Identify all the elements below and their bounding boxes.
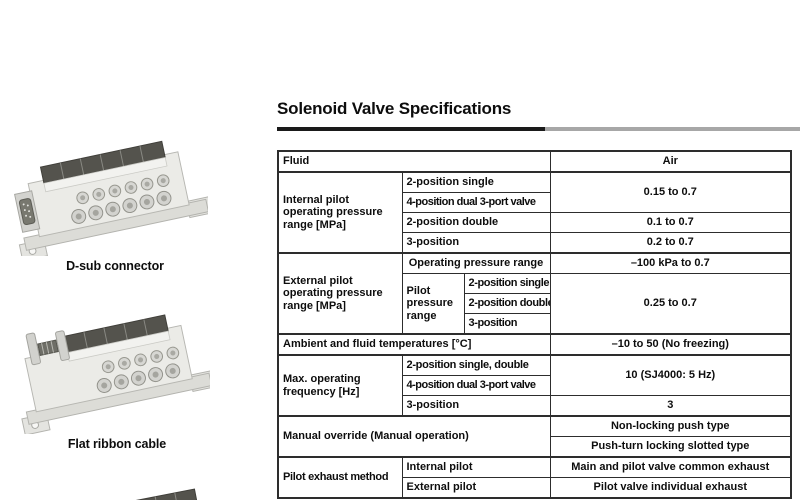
internal-3pos-value: 0.2 to 0.7 <box>549 232 792 254</box>
row-manual-override-1: Manual override (Manual operation) Non-l… <box>277 415 792 458</box>
internal-double-value: 0.1 to 0.7 <box>549 212 792 233</box>
row-maxfreq-3pos: 3-position 3 <box>278 395 792 417</box>
internal-2pos-double-label: 2-position double <box>401 212 551 233</box>
row-internal-single: Internal pilot operating pressure range … <box>277 171 792 254</box>
product-label-ribbon: Flat ribbon cable <box>67 437 167 451</box>
fluid-value: Air <box>549 150 792 173</box>
row-fluid: Fluid Air <box>277 150 792 173</box>
pilot-exhaust-external-label: External pilot <box>401 477 551 499</box>
row-external-pilot-double: 2-position double <box>278 293 791 314</box>
ambient-value: –10 to 50 (No freezing) <box>549 333 792 356</box>
ambient-label: Ambient and fluid temperatures [°C] <box>277 333 551 356</box>
external-pilot-label: External pilot operating pressure range … <box>277 252 403 335</box>
internal-pilot-label: Internal pilot operating pressure range … <box>277 171 403 254</box>
product-figure-ribbon: Flat ribbon cable <box>14 294 220 451</box>
fluid-label: Fluid <box>277 150 551 173</box>
product-figure-dsub: D-sub connector <box>12 132 218 273</box>
internal-4pos-dual-label: 4-position dual 3-port valve <box>401 192 551 213</box>
external-operating-range-label: Operating pressure range <box>401 252 551 274</box>
page-title: Solenoid Valve Specifications <box>277 99 512 118</box>
internal-3pos-label: 3-position <box>401 232 551 254</box>
solenoid-valve-specs-table: Fluid Air Internal pilot operating press… <box>277 150 793 499</box>
external-2pos-double-label: 2-position double <box>463 293 551 314</box>
heading-rule <box>277 127 800 131</box>
maxfreq-3pos-label: 3-position <box>401 395 551 417</box>
product-label-dsub: D-sub connector <box>66 259 164 273</box>
d-sub-manifold-image <box>14 140 208 256</box>
manual-override-value-1: Non-locking push type <box>549 415 792 437</box>
row-pilot-exhaust-external: External pilot Pilot valve individual ex… <box>278 477 792 499</box>
row-internal-3pos: 3-position 0.2 to 0.7 <box>278 232 792 254</box>
row-internal-double: 2-position double 0.1 to 0.7 <box>278 212 792 233</box>
external-operating-range-value: –100 kPa to 0.7 <box>549 252 792 274</box>
maxfreq-3pos-value: 3 <box>549 395 792 417</box>
maxfreq-single-dual-value: 10 (SJ4000: 5 Hz) <box>549 354 792 396</box>
partial-manifold-image <box>95 488 198 500</box>
manual-override-label: Manual override (Manual operation) <box>277 415 551 458</box>
maxfreq-4pos-dual-label: 4-position dual 3-port valve <box>401 375 551 396</box>
internal-2pos-single-label: 2-position single <box>401 171 551 193</box>
internal-single-dual-value: 0.15 to 0.7 <box>549 171 792 213</box>
row-external-operating: External pilot operating pressure range … <box>277 252 792 335</box>
flat-ribbon-manifold-image <box>21 314 210 434</box>
section-heading: Solenoid Valve Specifications <box>277 99 800 119</box>
row-maxfreq-single-double: Max. operating frequency [Hz] 2-position… <box>277 354 792 417</box>
heading-rule-black <box>277 127 545 131</box>
row-maxfreq-dual: 4-position dual 3-port valve <box>278 375 791 396</box>
pilot-exhaust-internal-label: Internal pilot <box>401 456 551 478</box>
heading-rule-gray <box>545 127 800 131</box>
external-3pos-label: 3-position <box>463 313 551 335</box>
pilot-exhaust-external-value: Pilot valve individual exhaust <box>549 477 792 499</box>
row-pilot-exhaust-internal: Pilot exhaust method Internal pilot Main… <box>277 456 792 499</box>
external-pilot-range-value: 0.25 to 0.7 <box>549 273 792 335</box>
external-2pos-single-label: 2-position single <box>463 273 551 294</box>
product-figure-partial <box>90 482 210 500</box>
maxfreq-2pos-label: 2-position single, double <box>401 354 551 376</box>
external-pilot-range-label: Pilot pressure range <box>401 273 465 335</box>
row-ambient: Ambient and fluid temperatures [°C] –10 … <box>277 333 792 356</box>
pilot-exhaust-label: Pilot exhaust method <box>277 456 403 499</box>
pilot-exhaust-internal-value: Main and pilot valve common exhaust <box>549 456 792 478</box>
manual-override-value-2: Push-turn locking slotted type <box>549 436 792 458</box>
max-freq-label: Max. operating frequency [Hz] <box>277 354 403 417</box>
